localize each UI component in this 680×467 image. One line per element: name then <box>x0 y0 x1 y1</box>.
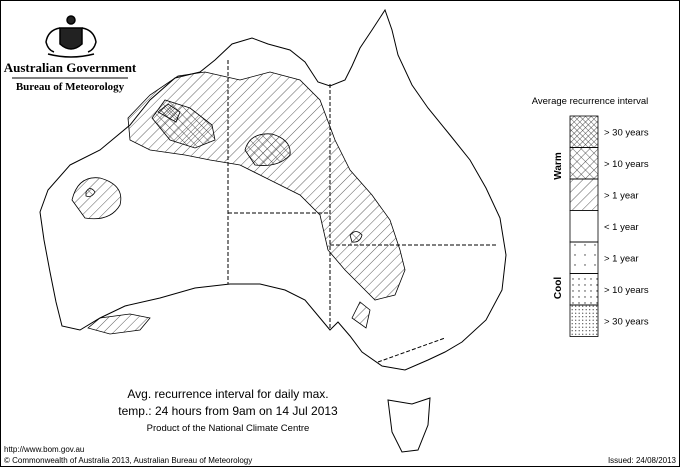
legend-swatch <box>569 304 599 337</box>
legend-label: < 1 year <box>604 222 639 233</box>
legend-label: > 1 year <box>604 253 639 264</box>
legend-label: > 10 years <box>604 159 649 170</box>
footer-copyright: © Commonwealth of Australia 2013, Austra… <box>4 456 252 465</box>
legend-swatch <box>569 178 599 211</box>
warm-region-10yr-nt <box>244 133 291 166</box>
legend-swatch <box>569 273 599 306</box>
government-name: Australian Government <box>4 60 137 75</box>
legend-swatch <box>569 115 599 148</box>
legend-label: > 30 years <box>604 127 649 138</box>
warm-region-1yr-sa <box>351 301 371 329</box>
warm-region-1yr-south <box>87 313 151 335</box>
caption-credit: Product of the National Climate Centre <box>147 423 310 434</box>
warm-region-10yr-wa <box>85 188 96 197</box>
legend-label: > 1 year <box>604 190 639 201</box>
legend-group-label: Warm <box>553 152 564 180</box>
warm-region-30yr <box>157 103 181 123</box>
caption-line: temp.: 24 hours from 9am on 14 Jul 2013 <box>118 404 338 418</box>
legend-label: > 10 years <box>604 285 649 296</box>
legend-swatch <box>569 241 599 274</box>
agency-name: Bureau of Meteorology <box>16 81 125 93</box>
legend-swatch <box>569 147 599 180</box>
legend: > 30 years > 10 years > 1 year < 1 year > 1 … <box>569 115 649 337</box>
warm-region-10yr-qld <box>349 231 363 243</box>
legend-title: Average recurrence interval <box>532 96 649 107</box>
footer-issued: Issued: 24/08/2013 <box>608 456 677 465</box>
legend-swatch <box>569 210 599 243</box>
caption-line: Avg. recurrence interval for daily max. <box>127 387 328 401</box>
warm-region-1yr-west <box>71 177 122 220</box>
legend-label: > 30 years <box>604 316 649 327</box>
map <box>39 8 507 453</box>
footer-url: http://www.bom.gov.au <box>4 445 84 454</box>
tasmania <box>387 397 431 453</box>
legend-group-label: Cool <box>553 277 564 299</box>
crest <box>45 15 97 58</box>
